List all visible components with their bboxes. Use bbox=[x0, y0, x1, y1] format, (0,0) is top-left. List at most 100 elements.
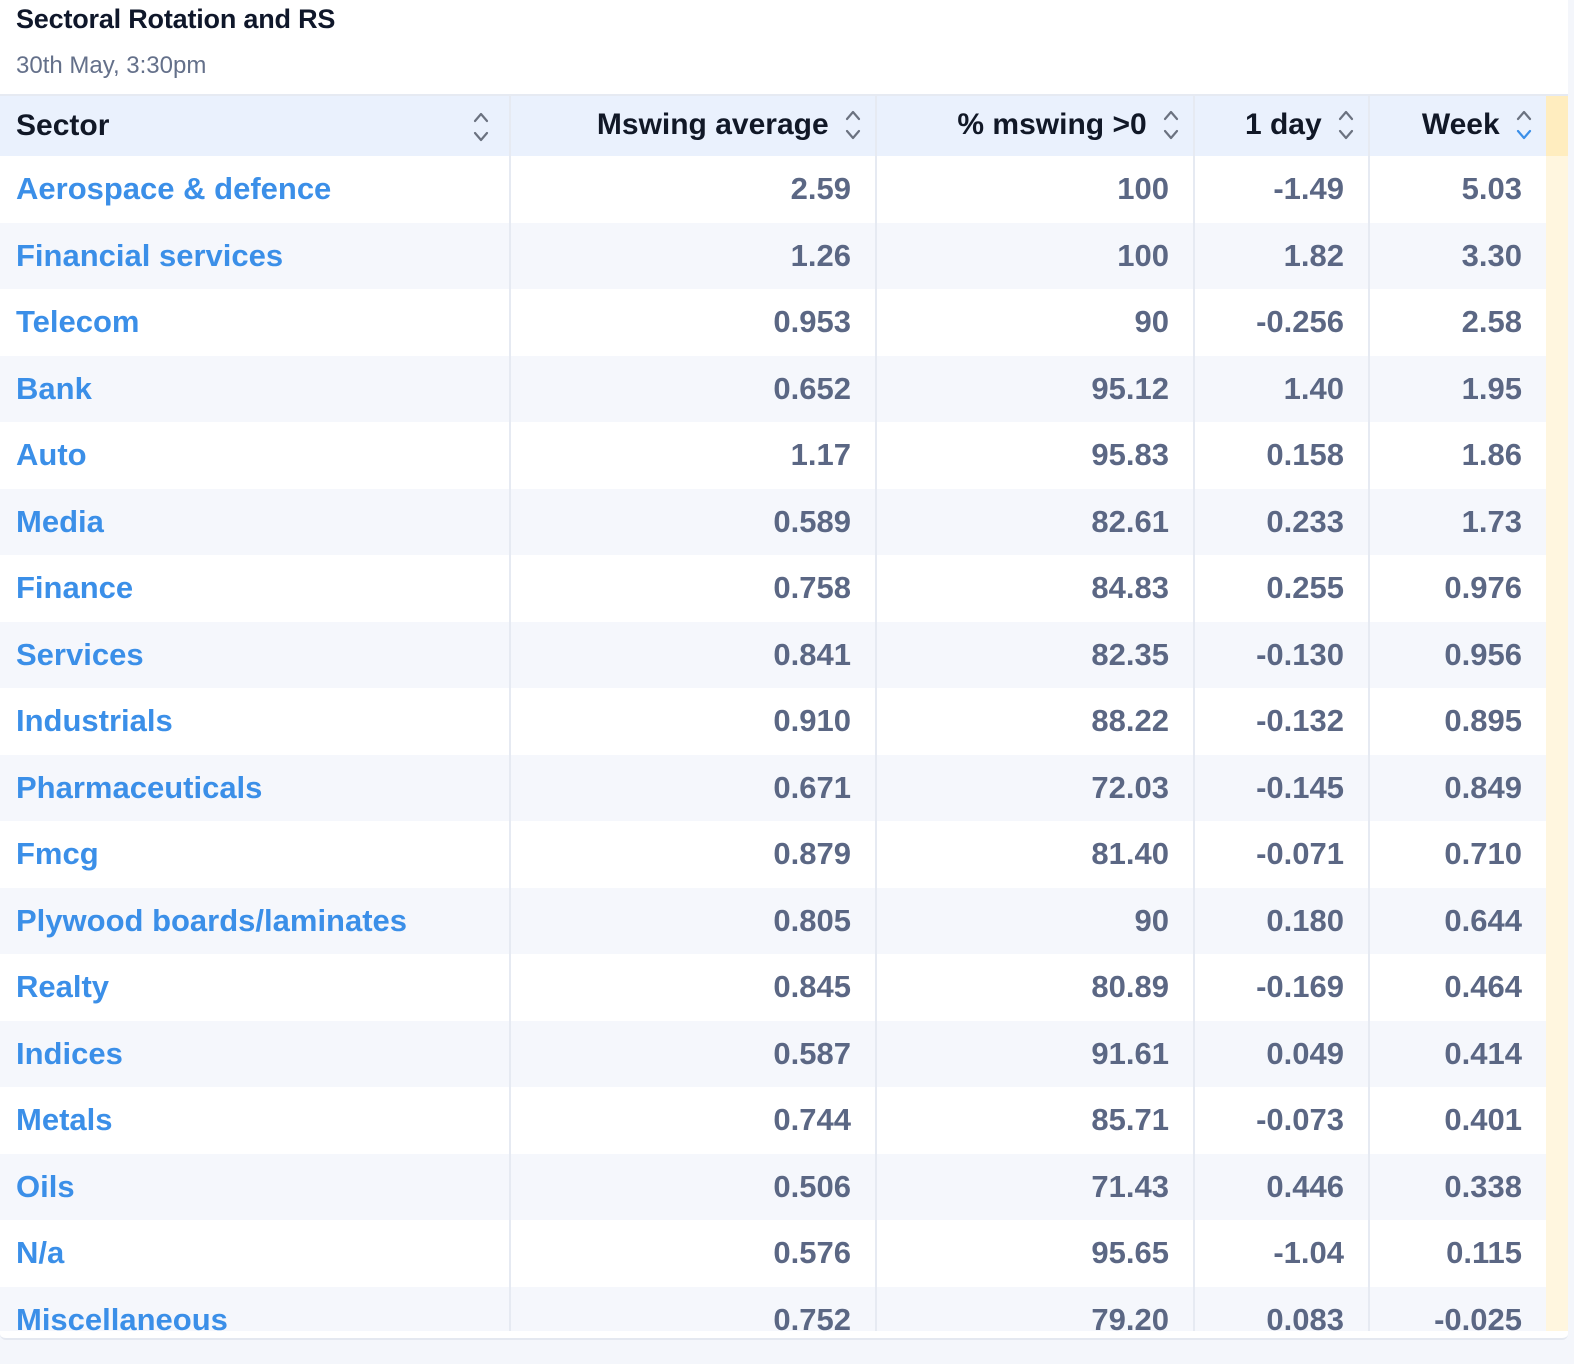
week-cell: -0.025 bbox=[1434, 1301, 1522, 1331]
sector-link[interactable]: Miscellaneous bbox=[0, 1286, 511, 1331]
one-day-cell: 0.446 bbox=[1194, 1153, 1370, 1220]
page-title: Sectoral Rotation and RS bbox=[16, 4, 336, 34]
pct-mswing-cell: 81.40 bbox=[876, 821, 1195, 888]
sector-link[interactable]: Realty bbox=[0, 954, 511, 1021]
table-scroll-area[interactable]: Sector Mswing average bbox=[0, 94, 1568, 1331]
column-header-label: 1 day bbox=[1244, 108, 1322, 142]
sector-link[interactable]: Oils bbox=[0, 1153, 511, 1220]
table-row[interactable]: Oils 0.506 71.43 0.446 0.338 bbox=[0, 1153, 1546, 1220]
table-row[interactable]: Finance 0.758 84.83 0.255 0.976 bbox=[0, 555, 1546, 622]
week-cell: 0.849 bbox=[1444, 769, 1522, 805]
week-cell: 0.895 bbox=[1444, 703, 1522, 739]
week-cell: 5.03 bbox=[1461, 171, 1522, 207]
mswing-average-cell: 0.587 bbox=[510, 1020, 877, 1087]
mswing-average-cell: 0.845 bbox=[510, 954, 877, 1021]
sort-chevrons-icon[interactable] bbox=[473, 110, 489, 144]
pct-mswing-cell: 95.83 bbox=[876, 422, 1195, 489]
table-row[interactable]: Metals 0.744 85.71 -0.073 0.401 bbox=[0, 1087, 1546, 1154]
pct-mswing-cell: 84.83 bbox=[876, 555, 1195, 622]
sort-chevrons-icon[interactable] bbox=[1163, 108, 1179, 142]
sector-link[interactable]: Services bbox=[0, 621, 511, 688]
one-day-cell: 1.82 bbox=[1194, 222, 1370, 289]
one-day-cell: 0.049 bbox=[1194, 1020, 1370, 1087]
sector-link[interactable]: Media bbox=[0, 488, 511, 555]
table-row[interactable]: Bank 0.652 95.12 1.40 1.95 bbox=[0, 355, 1546, 422]
table-row[interactable]: Pharmaceuticals 0.671 72.03 -0.145 0.849 bbox=[0, 754, 1546, 821]
sort-chevrons-icon[interactable] bbox=[1338, 108, 1354, 142]
mswing-average-cell: 0.805 bbox=[510, 887, 877, 954]
mswing-average-cell: 1.26 bbox=[510, 222, 877, 289]
week-cell: 1.73 bbox=[1461, 503, 1522, 539]
sector-link[interactable]: Aerospace & defence bbox=[0, 156, 511, 223]
mswing-average-cell: 0.752 bbox=[510, 1286, 877, 1331]
table-row[interactable]: Financial services 1.26 100 1.82 3.30 bbox=[0, 222, 1546, 289]
table-body: Aerospace & defence 2.59 100 -1.49 5.03 Finan… bbox=[0, 156, 1546, 1331]
sector-link[interactable]: Financial services bbox=[0, 222, 511, 289]
column-header-sector[interactable]: Sector bbox=[0, 96, 511, 156]
sector-link[interactable]: N/a bbox=[0, 1220, 511, 1287]
pct-mswing-cell: 79.20 bbox=[876, 1286, 1195, 1331]
pct-mswing-cell: 72.03 bbox=[876, 754, 1195, 821]
sector-link[interactable]: Industrials bbox=[0, 688, 511, 755]
sort-chevrons-icon[interactable] bbox=[845, 108, 861, 142]
column-header-week[interactable]: Week bbox=[1369, 96, 1546, 156]
week-cell: 3.30 bbox=[1461, 237, 1522, 273]
sort-chevrons-icon[interactable] bbox=[1516, 108, 1532, 142]
table-row[interactable]: Aerospace & defence 2.59 100 -1.49 5.03 bbox=[0, 156, 1546, 223]
week-cell: 0.644 bbox=[1444, 902, 1522, 938]
one-day-cell: 0.083 bbox=[1194, 1286, 1370, 1331]
column-header-label: Week bbox=[1421, 108, 1500, 142]
one-day-cell: -1.49 bbox=[1194, 156, 1370, 223]
mswing-average-cell: 0.652 bbox=[510, 355, 877, 422]
sector-link[interactable]: Plywood boards/laminates bbox=[0, 887, 511, 954]
table-row[interactable]: Plywood boards/laminates 0.805 90 0.180 0.64… bbox=[0, 887, 1546, 954]
pct-mswing-cell: 80.89 bbox=[876, 954, 1195, 1021]
week-cell: 1.95 bbox=[1461, 370, 1522, 406]
week-cell: 1.86 bbox=[1461, 437, 1522, 473]
table-row[interactable]: N/a 0.576 95.65 -1.04 0.115 bbox=[0, 1220, 1546, 1287]
sector-link[interactable]: Telecom bbox=[0, 289, 511, 356]
mswing-average-cell: 0.576 bbox=[510, 1220, 877, 1287]
week-cell: 0.710 bbox=[1444, 836, 1522, 872]
one-day-cell: -0.145 bbox=[1194, 754, 1370, 821]
week-cell: 2.58 bbox=[1461, 304, 1522, 340]
column-header-label: Mswing average bbox=[596, 108, 829, 142]
table-row[interactable]: Telecom 0.953 90 -0.256 2.58 bbox=[0, 289, 1546, 356]
sector-link[interactable]: Finance bbox=[0, 555, 511, 622]
table-row[interactable]: Realty 0.845 80.89 -0.169 0.464 bbox=[0, 954, 1546, 1021]
column-header-label: Sector bbox=[16, 109, 110, 142]
one-day-cell: -1.04 bbox=[1194, 1220, 1370, 1287]
column-header-mswing-average[interactable]: Mswing average bbox=[510, 96, 877, 156]
mswing-average-cell: 0.910 bbox=[510, 688, 877, 755]
timestamp: 30th May, 3:30pm bbox=[16, 52, 207, 79]
mswing-average-cell: 0.744 bbox=[510, 1087, 877, 1154]
mswing-average-cell: 0.953 bbox=[510, 289, 877, 356]
one-day-cell: 0.158 bbox=[1194, 422, 1370, 489]
table-row[interactable]: Indices 0.587 91.61 0.049 0.414 bbox=[0, 1020, 1546, 1087]
table-row[interactable]: Industrials 0.910 88.22 -0.132 0.895 bbox=[0, 688, 1546, 755]
sector-link[interactable]: Auto bbox=[0, 422, 511, 489]
one-day-cell: -0.256 bbox=[1194, 289, 1370, 356]
table-row[interactable]: Media 0.589 82.61 0.233 1.73 bbox=[0, 488, 1546, 555]
pct-mswing-cell: 95.12 bbox=[876, 355, 1195, 422]
table-row[interactable]: Miscellaneous 0.752 79.20 0.083 -0.025 bbox=[0, 1286, 1546, 1331]
sector-link[interactable]: Indices bbox=[0, 1020, 511, 1087]
one-day-cell: -0.132 bbox=[1194, 688, 1370, 755]
table-row[interactable]: Fmcg 0.879 81.40 -0.071 0.710 bbox=[0, 821, 1546, 888]
week-cell: 0.956 bbox=[1444, 636, 1522, 672]
sector-link[interactable]: Bank bbox=[0, 355, 511, 422]
sector-link[interactable]: Fmcg bbox=[0, 821, 511, 888]
pct-mswing-cell: 71.43 bbox=[876, 1153, 1195, 1220]
column-header-1-day[interactable]: 1 day bbox=[1194, 96, 1370, 156]
table-row[interactable]: Services 0.841 82.35 -0.130 0.956 bbox=[0, 621, 1546, 688]
sector-link[interactable]: Pharmaceuticals bbox=[0, 754, 511, 821]
week-cell: 0.115 bbox=[1446, 1235, 1522, 1271]
week-cell: 0.976 bbox=[1444, 570, 1522, 606]
week-cell: 0.464 bbox=[1444, 969, 1522, 1005]
mswing-average-cell: 1.17 bbox=[510, 422, 877, 489]
mswing-average-cell: 2.59 bbox=[510, 156, 877, 223]
table-row[interactable]: Auto 1.17 95.83 0.158 1.86 bbox=[0, 422, 1546, 489]
sector-table: Sector Mswing average bbox=[0, 96, 1546, 1331]
sector-link[interactable]: Metals bbox=[0, 1087, 511, 1154]
column-header-pct-mswing[interactable]: % mswing >0 bbox=[876, 96, 1195, 156]
